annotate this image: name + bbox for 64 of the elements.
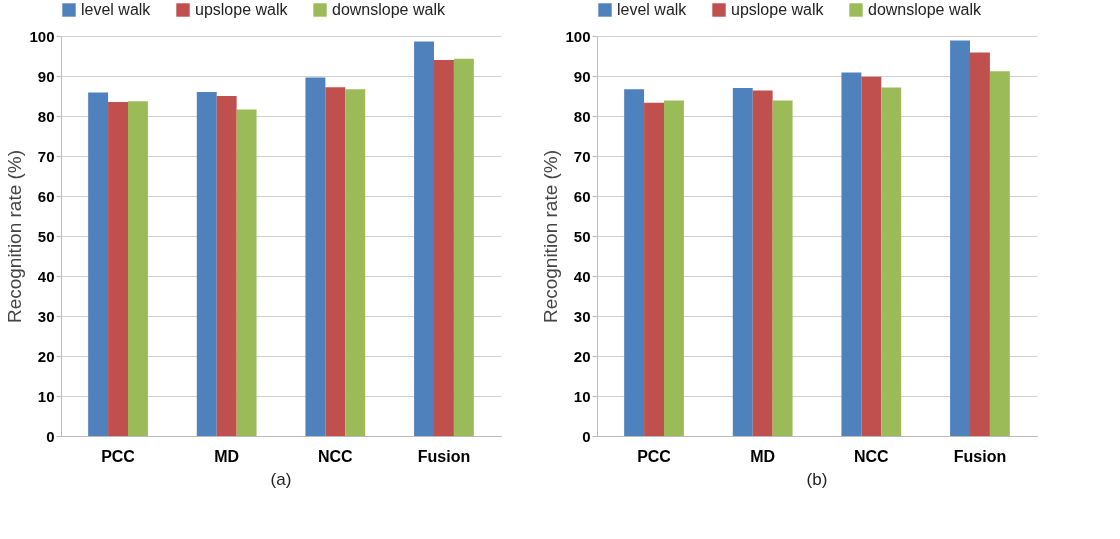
x-tick-label: PCC: [101, 447, 136, 465]
y-tick-label: 90: [37, 67, 55, 85]
text: (b): [806, 470, 828, 489]
x-tick-label: Fusion: [953, 447, 1007, 465]
y-tick-label: 40: [37, 267, 55, 285]
bar: [305, 77, 326, 436]
y-tick-label: 30: [37, 307, 55, 325]
x-tick-label: NCC: [853, 447, 890, 465]
bar: [970, 52, 990, 436]
bar: [236, 109, 257, 436]
x-tick-label: MD: [214, 447, 240, 465]
y-axis-title: Recognition rate (%): [4, 149, 26, 324]
bar: [128, 101, 148, 436]
y-tick-label: 30: [573, 307, 591, 325]
x-tick-label: MD: [750, 447, 776, 465]
y-tick-label: 10: [37, 387, 55, 405]
legend-label: upslope walk: [731, 1, 825, 18]
bar: [108, 102, 128, 436]
legend-label: level walk: [81, 1, 152, 18]
legend-label: level walk: [617, 1, 688, 18]
legend-label: downslope walk: [332, 1, 446, 18]
y-tick-label: 100: [29, 27, 55, 45]
y-tick-label: 0: [46, 427, 55, 445]
y-tick-label: 40: [573, 267, 591, 285]
bar: [345, 89, 366, 436]
y-tick-label: 60: [573, 187, 591, 205]
bar: [434, 60, 454, 436]
bar: [624, 89, 645, 436]
y-tick-label: 20: [37, 347, 55, 365]
y-tick-label: 0: [582, 427, 591, 445]
bar: [950, 40, 970, 436]
legend-label: downslope walk: [868, 1, 982, 18]
y-tick-label: 20: [573, 347, 591, 365]
x-tick-label: PCC: [637, 447, 672, 465]
y-tick-label: 90: [573, 67, 591, 85]
y-tick-label: 60: [37, 187, 55, 205]
bar: [861, 76, 882, 436]
bar: [772, 100, 793, 436]
bar: [752, 90, 773, 436]
text: (a): [270, 470, 292, 489]
bar: [216, 96, 237, 436]
y-tick-label: 80: [37, 107, 55, 125]
bar: [732, 88, 753, 436]
x-tick-label: NCC: [317, 447, 354, 465]
bar: [989, 71, 1010, 436]
y-tick-label: 70: [573, 147, 591, 165]
bar: [664, 100, 684, 436]
y-tick-label: 70: [37, 147, 55, 165]
bar: [88, 92, 109, 436]
bar: [325, 87, 346, 436]
bar: [414, 41, 434, 436]
bar: [841, 72, 862, 436]
legend-label: upslope walk: [195, 1, 289, 18]
bar: [196, 92, 217, 436]
y-tick-label: 80: [573, 107, 591, 125]
bar: [881, 87, 902, 436]
x-tick-label: Fusion: [417, 447, 471, 465]
bar: [644, 102, 664, 436]
y-tick-label: 50: [37, 227, 55, 245]
y-axis-title: Recognition rate (%): [540, 149, 562, 324]
y-tick-label: 100: [565, 27, 591, 45]
y-tick-label: 10: [573, 387, 591, 405]
y-tick-label: 50: [573, 227, 591, 245]
bar: [453, 58, 474, 436]
